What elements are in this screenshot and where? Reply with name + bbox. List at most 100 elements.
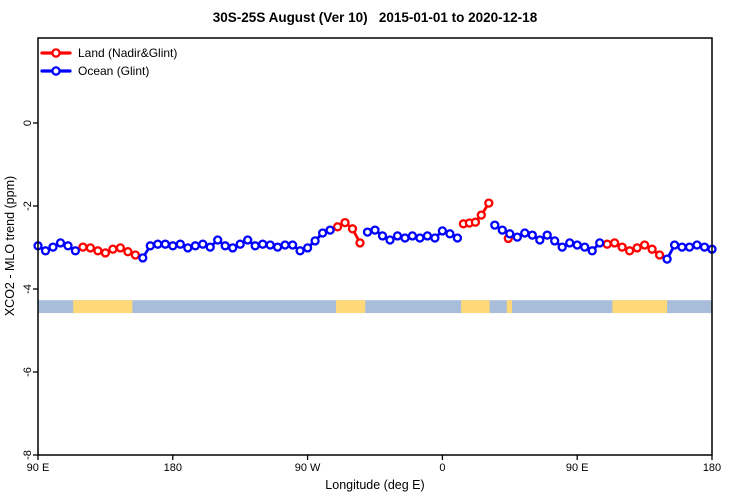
legend: Land (Nadir&Glint) Ocean (Glint) xyxy=(40,46,177,78)
x-axis-tick-label: 90 E xyxy=(566,462,589,474)
data-point-ocean xyxy=(138,253,148,263)
data-point-ocean xyxy=(175,239,185,249)
data-point-land xyxy=(340,217,350,228)
y-axis-tick-label: -2 xyxy=(22,201,34,211)
data-point-land xyxy=(654,250,665,260)
data-point-ocean xyxy=(168,241,178,251)
chart-title: 30S-25S August (Ver 10) 2015-01-01 to 20… xyxy=(213,10,538,25)
data-point-ocean xyxy=(265,240,275,250)
data-point-land xyxy=(93,246,103,256)
x-axis-label: Longitude (deg E) xyxy=(325,478,424,492)
data-point-land xyxy=(85,243,96,253)
data-point-ocean xyxy=(280,240,290,250)
data-point-ocean xyxy=(550,236,560,246)
data-point-ocean xyxy=(542,230,552,240)
data-point-land xyxy=(476,210,486,220)
surface-band-ocean xyxy=(38,300,712,314)
data-point-ocean xyxy=(400,233,410,243)
data-point-ocean xyxy=(512,232,522,242)
data-point-ocean xyxy=(452,233,463,243)
data-point-ocean xyxy=(377,231,388,241)
data-point-ocean xyxy=(205,242,215,252)
data-point-ocean xyxy=(677,242,687,252)
data-point-land xyxy=(108,244,118,254)
x-axis-tick-label: 90 W xyxy=(295,462,321,474)
data-point-ocean xyxy=(55,238,66,248)
legend-marker-circle xyxy=(51,66,61,76)
data-point-ocean xyxy=(699,242,710,252)
legend-marker-circle xyxy=(51,48,61,58)
data-point-ocean xyxy=(295,246,305,256)
data-point-ocean xyxy=(160,239,170,249)
data-point-land xyxy=(130,250,141,260)
data-point-ocean xyxy=(422,231,433,241)
data-point-ocean xyxy=(243,235,253,245)
legend-label: Land (Nadir&Glint) xyxy=(78,46,177,60)
x-axis-tick-label: 180 xyxy=(703,462,721,474)
data-point-ocean xyxy=(198,239,208,249)
data-point-land xyxy=(78,242,88,252)
x-axis-tick-label: 90 E xyxy=(27,462,50,474)
data-point-ocean xyxy=(557,242,567,252)
data-point-land xyxy=(617,242,627,252)
data-point-ocean xyxy=(587,246,597,256)
data-point-ocean xyxy=(70,246,81,256)
surface-band-land xyxy=(461,300,490,314)
data-point-ocean xyxy=(325,225,335,235)
y-axis-tick-label: -8 xyxy=(22,450,34,460)
data-point-ocean xyxy=(445,229,455,239)
data-point-land xyxy=(347,224,358,234)
plot-border xyxy=(37,37,713,456)
data-point-ocean xyxy=(220,241,230,251)
data-point-ocean xyxy=(228,243,238,253)
data-point-ocean xyxy=(669,240,680,250)
data-point-ocean xyxy=(527,230,537,240)
data-point-land xyxy=(470,217,481,227)
surface-band-land xyxy=(506,300,513,314)
data-point-ocean xyxy=(213,235,223,245)
y-axis-label: XCO2 - MLO trend (ppm) xyxy=(3,176,17,316)
data-point-land xyxy=(609,238,620,248)
data-point-ocean xyxy=(370,225,380,235)
y-axis-tick-label: -4 xyxy=(22,284,34,294)
data-point-land xyxy=(632,243,642,253)
data-point-ocean xyxy=(392,231,403,241)
legend-item: Land (Nadir&Glint) xyxy=(40,46,177,60)
data-point-land xyxy=(647,244,657,254)
data-point-ocean xyxy=(520,228,530,238)
data-point-ocean xyxy=(183,243,193,253)
data-point-ocean xyxy=(692,240,702,250)
y-axis-tick-label: 0 xyxy=(22,120,34,126)
data-point-ocean xyxy=(580,242,590,252)
legend-item: Ocean (Glint) xyxy=(40,64,149,78)
data-point-ocean xyxy=(490,220,500,230)
data-point-land xyxy=(332,222,343,232)
data-point-ocean xyxy=(235,239,245,249)
surface-band-layer xyxy=(38,300,712,314)
data-point-ocean xyxy=(385,235,395,245)
data-point-ocean xyxy=(362,227,373,237)
data-point-ocean xyxy=(662,254,672,264)
data-point-land xyxy=(639,240,650,250)
data-point-land xyxy=(602,239,612,249)
data-point-ocean xyxy=(258,239,268,249)
data-point-ocean xyxy=(430,233,440,243)
data-point-ocean xyxy=(437,226,448,236)
data-point-ocean xyxy=(572,240,582,250)
surface-band-land xyxy=(612,300,668,314)
x-axis-tick-label: 180 xyxy=(164,462,182,474)
legend-label: Ocean (Glint) xyxy=(78,64,149,78)
data-point-ocean xyxy=(287,240,298,250)
series-layer xyxy=(33,198,717,264)
data-point-ocean xyxy=(595,238,605,248)
data-point-ocean xyxy=(415,233,425,243)
y-axis-tick-label: -6 xyxy=(22,367,34,377)
data-point-land xyxy=(624,246,635,256)
axes-layer: 90 E 180 90 W 0 90 E 180 0 -2 -4 -6 -8 xyxy=(22,37,721,474)
surface-band-land xyxy=(336,300,366,314)
data-point-ocean xyxy=(48,242,58,252)
data-point-ocean xyxy=(40,246,51,256)
data-point-ocean xyxy=(63,241,73,251)
x-axis-tick-label: 0 xyxy=(439,462,445,474)
